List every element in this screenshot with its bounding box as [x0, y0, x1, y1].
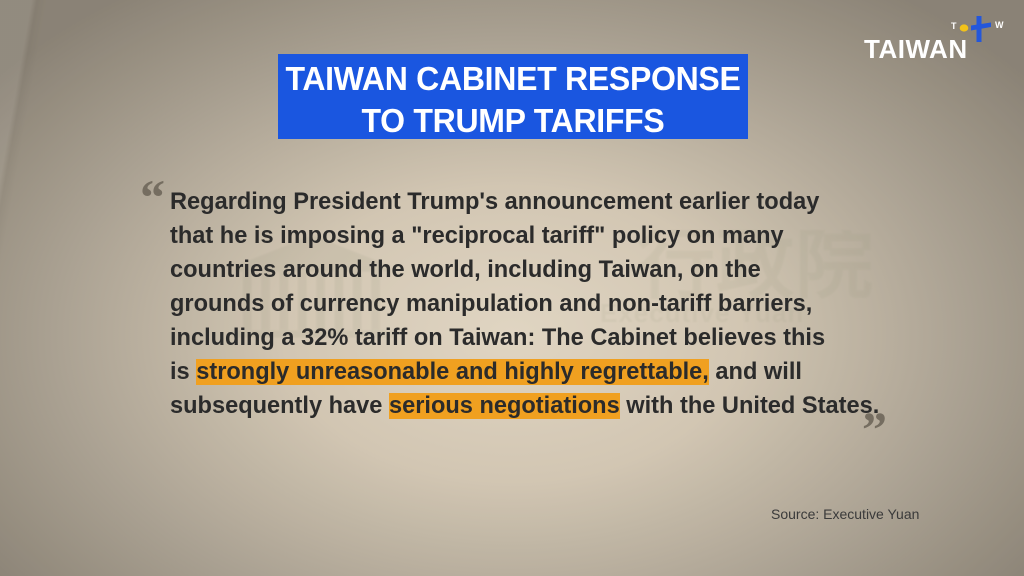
- svg-text:TAIWAN: TAIWAN: [864, 34, 968, 62]
- svg-text:T: T: [951, 21, 957, 31]
- svg-text:W: W: [995, 20, 1004, 30]
